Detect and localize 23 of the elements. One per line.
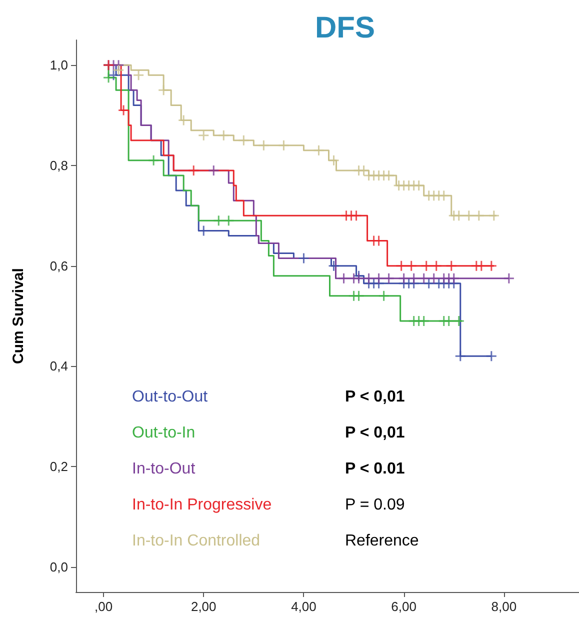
chart-title: DFS bbox=[315, 12, 375, 44]
annotation: P = 0.09 bbox=[345, 496, 405, 514]
y-tick-label: 0,6 bbox=[50, 258, 68, 274]
x-tick-label: 6,00 bbox=[391, 599, 416, 614]
text: Out-to-Out bbox=[132, 388, 208, 406]
x-tick-label: 8,00 bbox=[491, 599, 517, 614]
x-tick-label: 4,00 bbox=[291, 599, 316, 614]
y-tick-label: 1,0 bbox=[50, 58, 68, 73]
text: In-to-Out bbox=[132, 460, 196, 478]
y-tick-label: 0,4 bbox=[50, 358, 68, 374]
x-tick-label: ,00 bbox=[94, 599, 113, 614]
annotation: Reference bbox=[345, 532, 419, 550]
y-tick-label: 0,8 bbox=[50, 158, 68, 173]
annotation: P < 0.01 bbox=[345, 460, 405, 478]
y-axis-title: Cum Survival bbox=[10, 268, 27, 364]
y-tick-label: 0,2 bbox=[50, 459, 68, 474]
text: In-to-In Progressive bbox=[132, 496, 272, 514]
text: Out-to-In bbox=[132, 424, 196, 442]
text: In-to-In Controlled bbox=[132, 532, 260, 550]
annotation: P < 0,01 bbox=[345, 424, 405, 442]
annotation: P < 0,01 bbox=[345, 388, 405, 406]
x-tick-label: 2,00 bbox=[190, 599, 216, 614]
y-tick-label: 0,0 bbox=[50, 559, 68, 574]
